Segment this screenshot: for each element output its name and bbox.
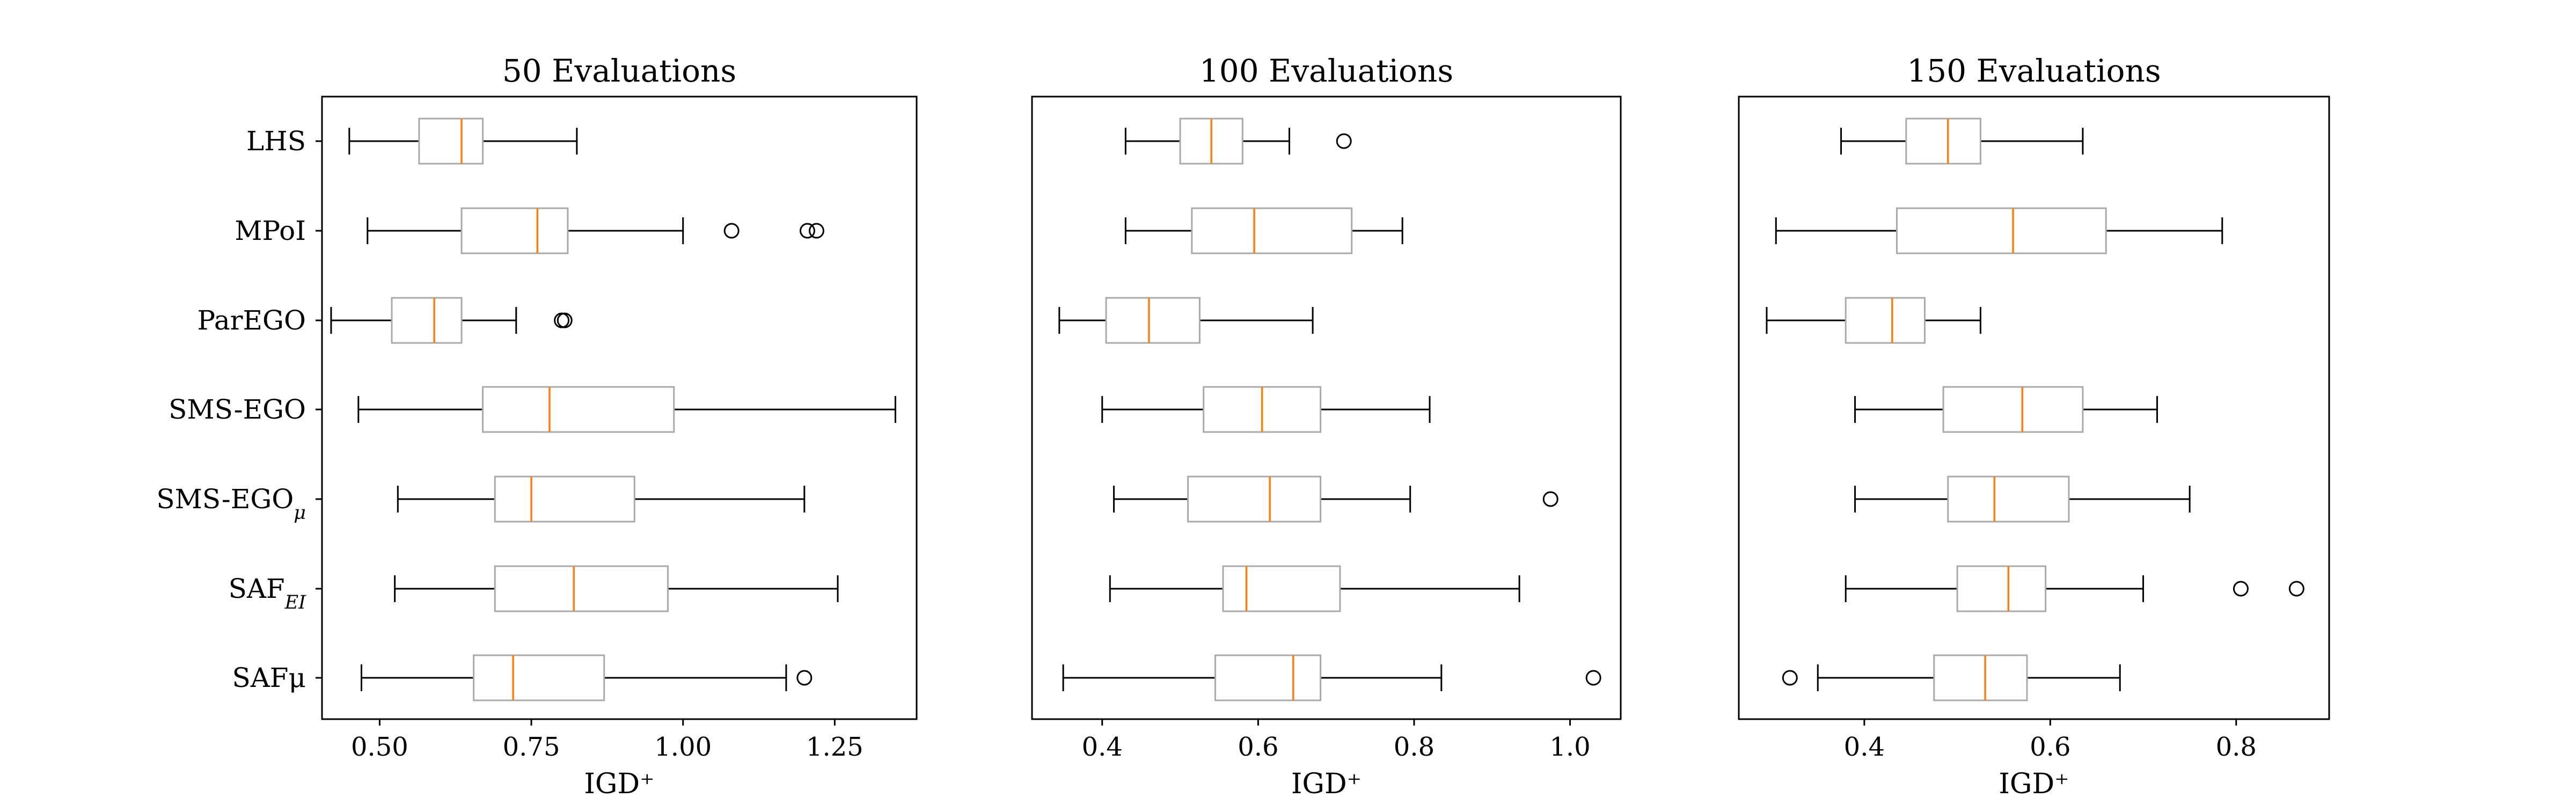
box-iqr bbox=[1187, 475, 1322, 523]
panel-title: 50 Evaluations bbox=[502, 53, 736, 89]
box-iqr bbox=[1214, 654, 1322, 701]
box-iqr bbox=[1191, 207, 1353, 254]
x-tick-label: 0.8 bbox=[1394, 732, 1435, 762]
x-tick-label: 1.0 bbox=[1549, 732, 1590, 762]
outlier-point bbox=[1782, 670, 1798, 686]
y-tick-label: ParEGO bbox=[197, 305, 306, 336]
x-tick-label: 0.4 bbox=[1844, 732, 1885, 762]
outlier-point bbox=[796, 670, 813, 686]
outlier-point bbox=[2288, 581, 2304, 597]
box-iqr bbox=[473, 654, 605, 701]
x-tick-label: 1.25 bbox=[806, 732, 863, 762]
box-iqr bbox=[460, 207, 569, 254]
box-iqr bbox=[482, 386, 675, 433]
box-iqr bbox=[494, 565, 669, 612]
box-iqr bbox=[1947, 475, 2070, 523]
x-tick-label: 1.00 bbox=[654, 732, 712, 762]
box-iqr bbox=[1905, 118, 1981, 165]
box-iqr bbox=[418, 118, 484, 165]
panel-title: 150 Evaluations bbox=[1907, 53, 2161, 89]
box-iqr bbox=[494, 475, 635, 523]
box-iqr bbox=[1933, 654, 2028, 701]
x-tick-label: 0.4 bbox=[1082, 732, 1123, 762]
outlier-point bbox=[1542, 491, 1558, 507]
x-tick-label: 0.75 bbox=[503, 732, 560, 762]
x-tick-label: 0.8 bbox=[2216, 732, 2257, 762]
outlier-point bbox=[723, 223, 740, 239]
x-axis-label: IGD⁺ bbox=[584, 768, 654, 800]
box-iqr bbox=[1956, 565, 2047, 612]
box-iqr bbox=[1942, 386, 2084, 433]
outlier-point bbox=[1585, 670, 1601, 686]
outlier-point bbox=[808, 223, 824, 239]
box-iqr bbox=[1105, 297, 1201, 344]
y-tick-label: SAFμ bbox=[232, 662, 306, 693]
y-tick-label: SAFEI bbox=[229, 573, 307, 613]
x-tick-label: 0.50 bbox=[351, 732, 408, 762]
axes-frame bbox=[321, 96, 918, 720]
outlier-point bbox=[799, 223, 815, 239]
axes-frame bbox=[1031, 96, 1622, 720]
x-axis-label: IGD⁺ bbox=[1999, 768, 2069, 800]
axes-frame bbox=[1738, 96, 2330, 720]
panel-title: 100 Evaluations bbox=[1199, 53, 1453, 89]
x-tick-label: 0.6 bbox=[2030, 732, 2070, 762]
y-tick-label: SMS-EGOμ bbox=[156, 484, 306, 524]
box-iqr bbox=[1896, 207, 2107, 254]
y-tick-label: LHS bbox=[246, 126, 306, 157]
y-tick-label: MPoI bbox=[235, 215, 306, 246]
outlier-point bbox=[557, 312, 573, 328]
box-iqr bbox=[391, 297, 463, 344]
box-iqr bbox=[1845, 297, 1926, 344]
box-iqr bbox=[1222, 565, 1341, 612]
outlier-point bbox=[1336, 133, 1352, 149]
x-axis-label: IGD⁺ bbox=[1291, 768, 1362, 800]
x-tick-label: 0.6 bbox=[1238, 732, 1278, 762]
outlier-point bbox=[2233, 581, 2249, 597]
y-tick-label: SMS-EGO bbox=[169, 394, 306, 425]
